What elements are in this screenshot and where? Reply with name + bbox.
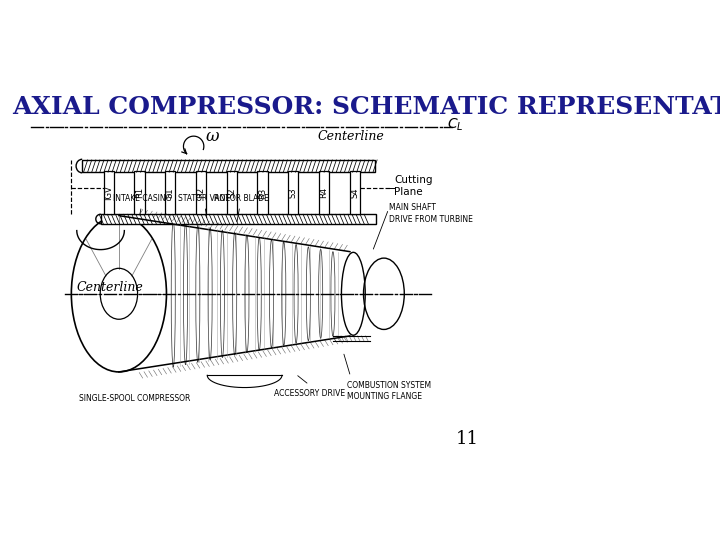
Text: R2: R2: [197, 187, 205, 198]
Text: SINGLE-SPOOL COMPRESSOR: SINGLE-SPOOL COMPRESSOR: [79, 394, 190, 403]
Bar: [81, 160, 375, 172]
Text: MAIN SHAFT
DRIVE FROM TURBINE: MAIN SHAFT DRIVE FROM TURBINE: [389, 204, 472, 224]
Text: 11: 11: [456, 430, 479, 448]
Text: AXIAL COMPRESSOR: SCHEMATIC REPRESENTATION: AXIAL COMPRESSOR: SCHEMATIC REPRESENTATI…: [12, 94, 720, 119]
Text: COMBUSTION SYSTEM
MOUNTING FLANGE: COMBUSTION SYSTEM MOUNTING FLANGE: [346, 381, 431, 401]
Bar: [104, 172, 114, 214]
Text: Centerline: Centerline: [77, 281, 143, 294]
Text: ACCESSORY DRIVE: ACCESSORY DRIVE: [274, 389, 345, 398]
Bar: [165, 172, 175, 214]
Text: ω: ω: [206, 129, 220, 145]
Text: Centerline: Centerline: [318, 130, 384, 143]
Bar: [319, 172, 329, 214]
Bar: [196, 172, 206, 214]
Text: R4: R4: [320, 187, 328, 198]
Text: R3: R3: [258, 187, 267, 199]
Text: R1: R1: [135, 187, 144, 198]
Text: S4: S4: [350, 187, 359, 198]
Bar: [257, 172, 268, 214]
Text: S1: S1: [166, 187, 175, 198]
Text: IGV: IGV: [104, 186, 113, 200]
Text: Cutting
Plane: Cutting Plane: [394, 175, 433, 197]
Text: $\mathit{C}_L$: $\mathit{C}_L$: [447, 117, 464, 133]
Bar: [101, 214, 376, 224]
Bar: [288, 172, 298, 214]
Bar: [135, 172, 145, 214]
Bar: [350, 172, 360, 214]
Bar: [227, 172, 237, 214]
Text: INTAKE CASING: INTAKE CASING: [114, 194, 172, 215]
Text: S3: S3: [289, 187, 297, 198]
Text: STATOR VANE: STATOR VANE: [178, 194, 230, 218]
Text: ROTOR BLADE: ROTOR BLADE: [214, 194, 269, 222]
Text: S2: S2: [228, 187, 236, 198]
